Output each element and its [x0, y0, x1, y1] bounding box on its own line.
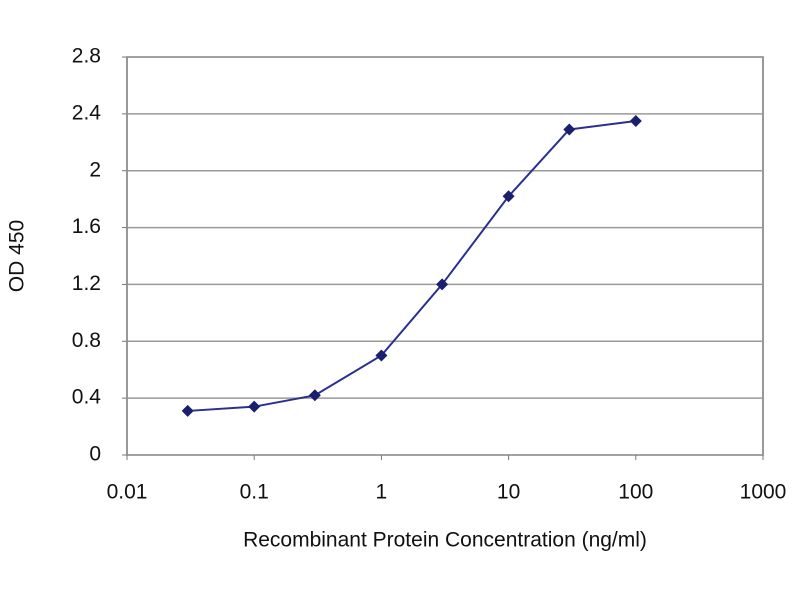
series-line — [187, 119, 636, 412]
data-point — [563, 123, 576, 136]
x-tick-label: 100 — [618, 481, 653, 504]
y-tick-label: 2.8 — [72, 45, 101, 68]
y-tick-label: 2 — [89, 158, 101, 181]
data-point — [308, 389, 321, 402]
y-axis-label: OD 450 — [6, 220, 29, 292]
x-tick-label: 1 — [376, 481, 388, 504]
data-point — [436, 278, 449, 291]
y-tick-label: 0.4 — [72, 386, 102, 409]
data-point — [375, 349, 388, 362]
y-tick-label: 1.2 — [72, 272, 101, 295]
x-axis-label: Recombinant Protein Concentration (ng/ml… — [243, 529, 647, 552]
x-tick-label: 0.1 — [240, 481, 269, 504]
y-tick-label: 0.8 — [72, 329, 101, 352]
data-point — [502, 190, 515, 203]
data-point — [181, 404, 194, 417]
y-tick-label: 2.4 — [72, 101, 102, 124]
y-tick-label: 0 — [89, 443, 101, 466]
x-tick-label: 10 — [497, 481, 520, 504]
x-tick-label: 1000 — [740, 481, 787, 504]
data-point — [248, 400, 261, 413]
data-point — [629, 114, 642, 127]
plot-area — [126, 56, 764, 456]
x-tick-label: 0.01 — [107, 481, 148, 504]
y-tick-label: 1.6 — [72, 215, 101, 238]
